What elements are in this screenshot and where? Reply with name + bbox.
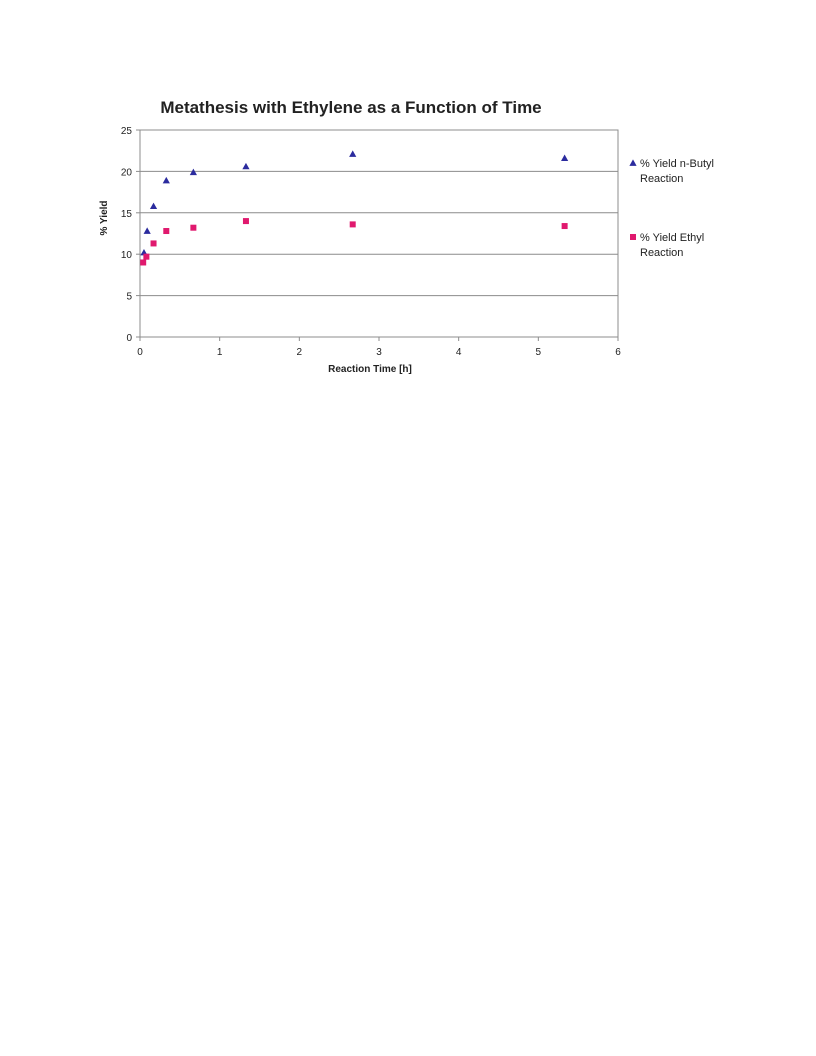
legend-label: % Yield n-Butyl bbox=[640, 158, 714, 170]
y-axis-ticks: 0 5 10 15 20 25 bbox=[121, 126, 140, 344]
legend-item: % Yield Ethyl Reaction bbox=[630, 232, 704, 259]
square-data-point bbox=[242, 218, 249, 225]
legend-label: % Yield Ethyl bbox=[640, 232, 704, 244]
series-2 bbox=[140, 218, 568, 266]
legend-label: Reaction bbox=[640, 247, 683, 259]
square-data-point bbox=[163, 228, 170, 235]
x-axis-ticks: 0 1 2 3 4 5 6 bbox=[137, 337, 621, 358]
y-tick-label: 10 bbox=[121, 250, 133, 261]
x-tick-label: 5 bbox=[536, 347, 542, 358]
triangle-data-point bbox=[349, 150, 357, 157]
x-tick-label: 1 bbox=[217, 347, 223, 358]
square-data-point bbox=[349, 221, 356, 228]
y-tick-label: 25 bbox=[121, 126, 133, 137]
legend-triangle-marker bbox=[629, 159, 637, 166]
triangle-data-point bbox=[162, 176, 170, 184]
square-data-point bbox=[561, 223, 568, 230]
triangle-data-point bbox=[149, 202, 158, 210]
triangle-data-point bbox=[189, 168, 197, 176]
data-series bbox=[140, 150, 569, 266]
gridlines bbox=[140, 170, 618, 297]
x-axis-label: Reaction Time [h] bbox=[328, 364, 412, 375]
y-tick-label: 0 bbox=[126, 333, 132, 344]
series-1 bbox=[140, 150, 569, 256]
y-tick-label: 15 bbox=[121, 209, 133, 220]
legend-square-marker bbox=[630, 234, 636, 240]
x-tick-label: 2 bbox=[297, 347, 303, 358]
triangle-data-point bbox=[242, 162, 250, 170]
chart-legend: % Yield n-Butyl Reaction % Yield Ethyl Reac… bbox=[629, 158, 714, 259]
y-tick-label: 5 bbox=[126, 292, 132, 303]
square-data-point bbox=[190, 224, 197, 231]
x-tick-label: 4 bbox=[456, 347, 462, 358]
x-tick-label: 0 bbox=[137, 347, 143, 358]
plot-area bbox=[139, 129, 619, 338]
x-tick-label: 3 bbox=[376, 347, 382, 358]
legend-label: Reaction bbox=[640, 173, 683, 185]
x-tick-label: 6 bbox=[615, 347, 621, 358]
chart-title: Metathesis with Ethylene as a Function o… bbox=[160, 98, 541, 117]
triangle-data-point bbox=[561, 154, 569, 162]
y-axis-label: % Yield bbox=[99, 200, 110, 235]
y-tick-label: 20 bbox=[121, 167, 133, 178]
square-data-point bbox=[150, 240, 157, 247]
square-data-point bbox=[140, 259, 147, 266]
legend-item: % Yield n-Butyl Reaction bbox=[629, 158, 714, 185]
triangle-data-point bbox=[143, 227, 151, 234]
square-data-point bbox=[143, 253, 150, 260]
